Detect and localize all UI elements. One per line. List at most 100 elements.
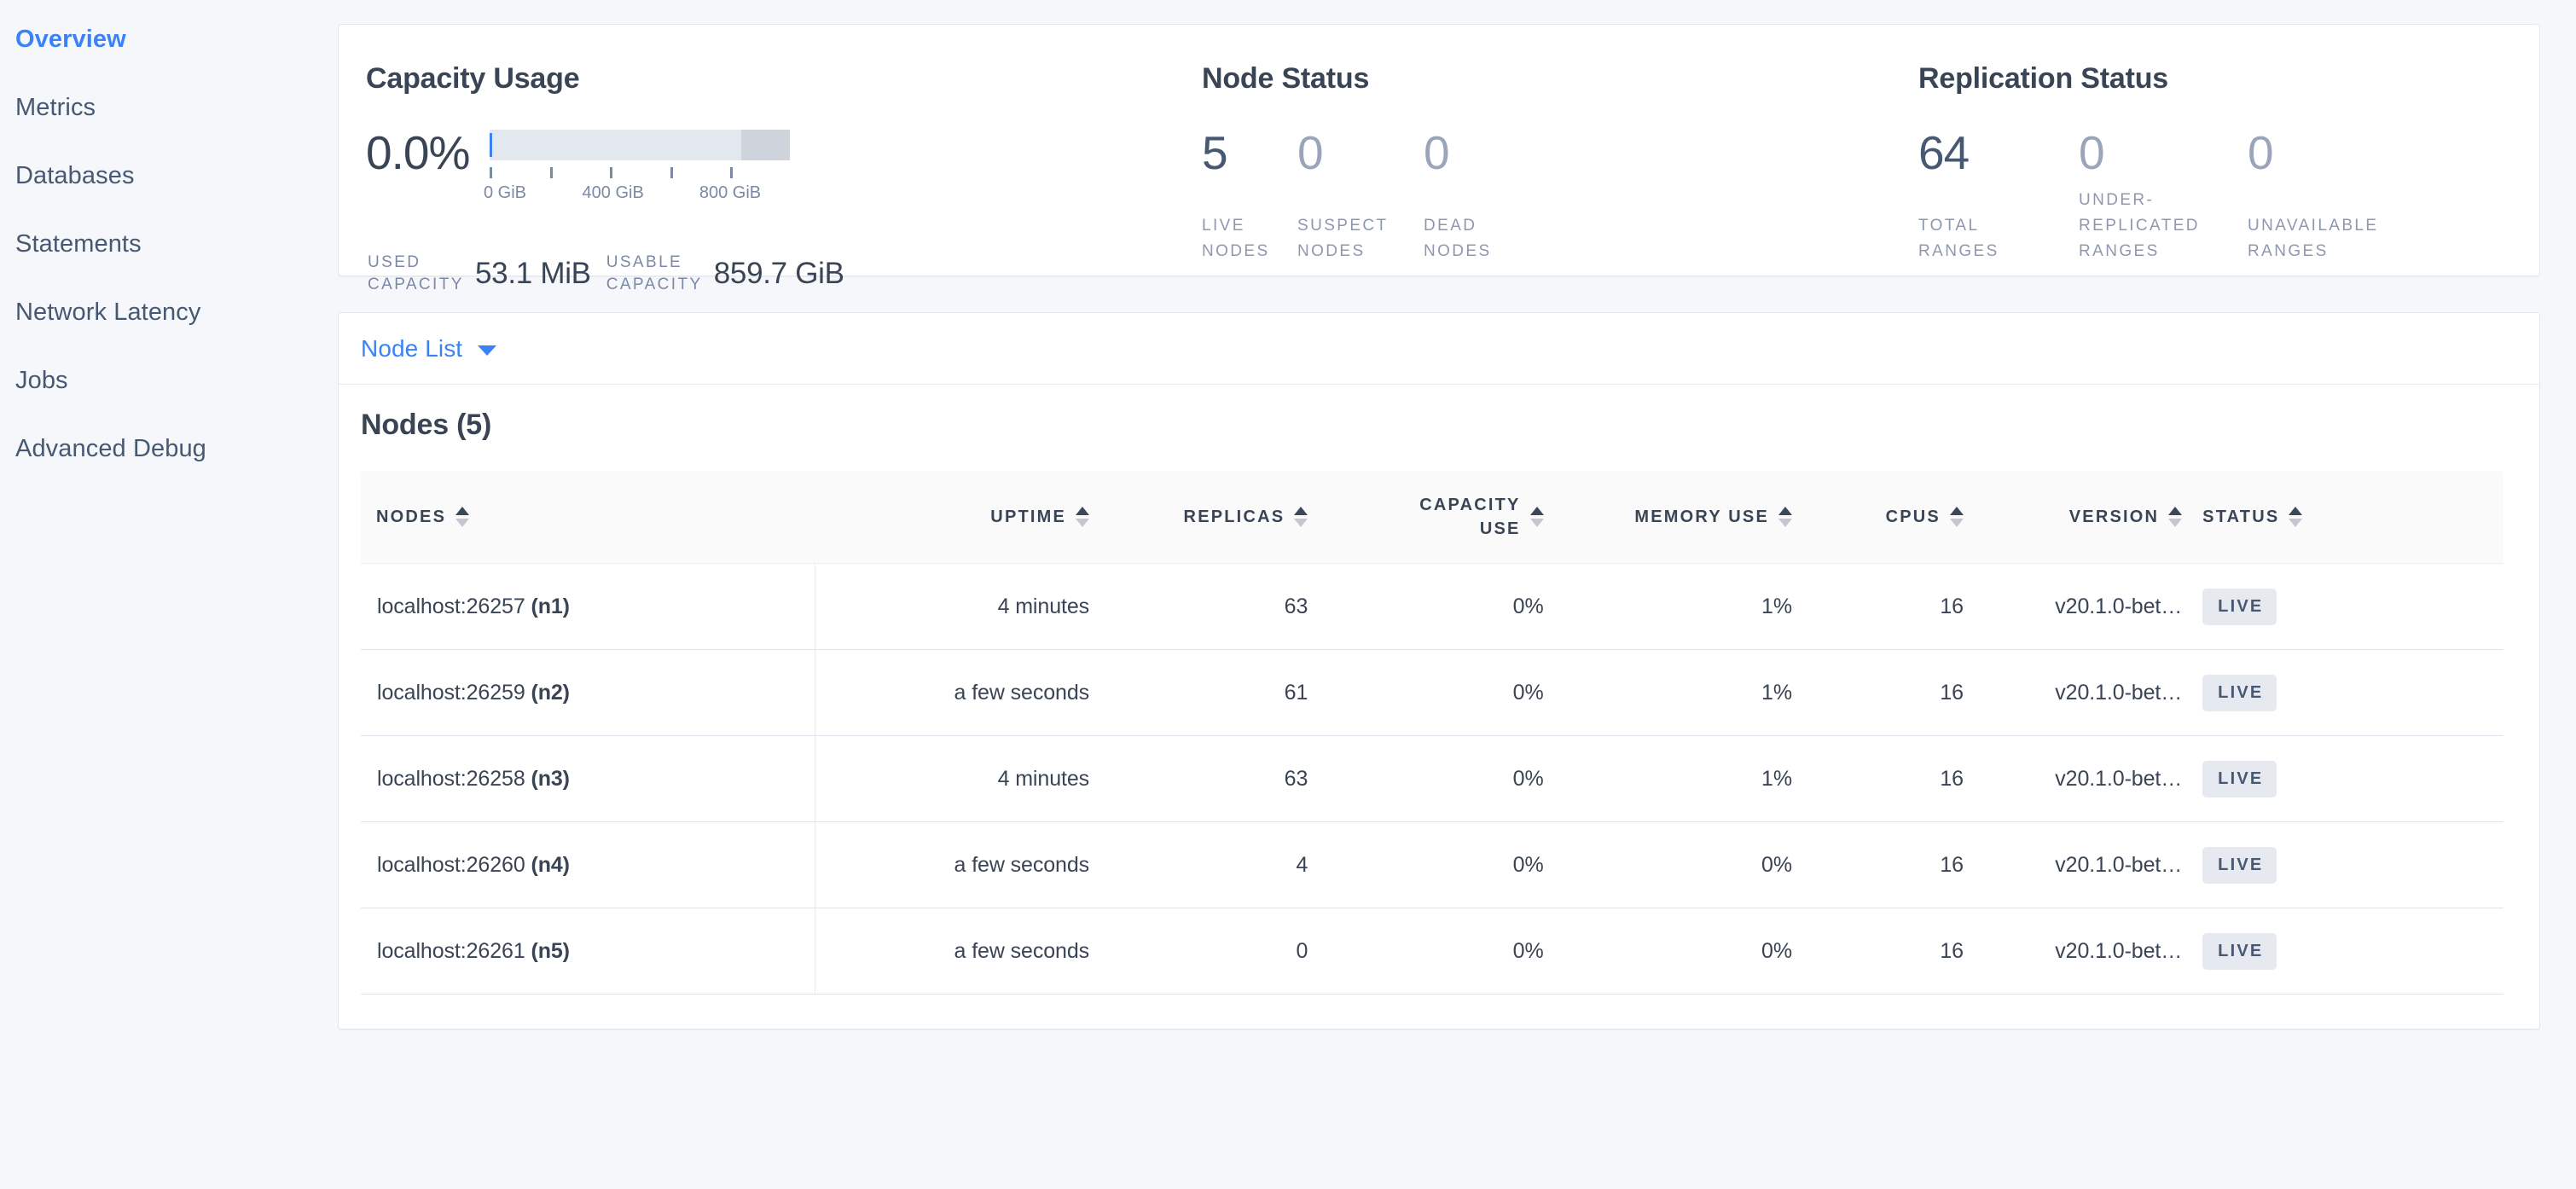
cell-node[interactable]: localhost:26257 (n1) — [361, 563, 816, 650]
cell-capacity-use: 0% — [1308, 821, 1544, 908]
cell-cpus: 16 — [1791, 735, 1964, 822]
capacity-bar-used-marker — [490, 133, 493, 157]
table-row[interactable]: localhost:26259 (n2) a few seconds 61 0%… — [361, 649, 2503, 736]
axis-tick — [549, 167, 553, 178]
chevron-down-icon — [478, 345, 497, 356]
cell-cpus: 16 — [1791, 649, 1964, 736]
node-status-title: Node Status — [1202, 62, 1370, 95]
sidebar-item-label: Advanced Debug — [15, 434, 206, 462]
used-capacity-label-line1: USED — [368, 253, 421, 271]
cell-memory-use: 1% — [1543, 735, 1792, 822]
used-capacity-label: USED CAPACITY — [368, 252, 468, 296]
column-header-status[interactable]: STATUS — [2182, 471, 2503, 564]
table-row[interactable]: localhost:26258 (n3) 4 minutes 63 0% 1% … — [361, 735, 2503, 822]
cell-status: LIVE — [2182, 563, 2503, 650]
sort-icon[interactable] — [455, 507, 470, 527]
node-status-metrics: 5 LIVE NODES 0 SUSPECT NODES — [1202, 126, 1918, 261]
usable-capacity-value: 859.7 GiB — [713, 257, 844, 290]
sidebar-item-label: Jobs — [15, 366, 68, 394]
sidebar-item-overview[interactable]: Overview — [0, 5, 338, 73]
cell-status: LIVE — [2182, 821, 2503, 908]
cell-memory-use: 1% — [1543, 649, 1792, 736]
cell-uptime: a few seconds — [815, 908, 1089, 995]
capacity-axis-ticks — [490, 167, 790, 179]
column-header-memory-use[interactable]: MEMORY USE — [1543, 471, 1792, 564]
cell-capacity-use: 0% — [1308, 735, 1544, 822]
replication-status-panel: Replication Status 64 TOTAL RANGES 0 UND… — [1918, 62, 2539, 261]
unavailable-ranges-metric: 0 UNAVAILABLE RANGES — [2248, 130, 2418, 261]
under-replicated-ranges-label: UNDER- REPLICATED RANGES — [2079, 191, 2200, 260]
capacity-usage-panel: Capacity Usage 0.0% — [339, 62, 1202, 293]
column-header-version[interactable]: VERSION — [1963, 471, 2183, 564]
sidebar-item-jobs[interactable]: Jobs — [0, 346, 338, 415]
sort-icon[interactable] — [1529, 507, 1544, 527]
total-ranges-label: TOTAL RANGES — [1918, 217, 1999, 260]
node-list-body: Nodes (5) NODES — [339, 385, 2539, 1029]
unavailable-ranges-label: UNAVAILABLE RANGES — [2248, 217, 2379, 260]
live-nodes-label: LIVE NODES — [1202, 217, 1270, 260]
column-header-replicas[interactable]: REPLICAS — [1089, 471, 1308, 564]
cluster-summary-card: Capacity Usage 0.0% — [338, 24, 2540, 293]
column-header-nodes[interactable]: NODES — [361, 471, 815, 564]
cell-node[interactable]: localhost:26261 (n5) — [361, 908, 816, 995]
cell-node[interactable]: localhost:26260 (n4) — [361, 821, 816, 908]
column-header-uptime[interactable]: UPTIME — [815, 471, 1090, 564]
cell-memory-use: 0% — [1543, 908, 1792, 995]
table-row[interactable]: localhost:26257 (n1) 4 minutes 63 0% 1% … — [361, 563, 2503, 650]
cell-version: v20.1.0-bet… — [1963, 563, 2182, 650]
sort-icon[interactable] — [1076, 507, 1090, 527]
sidebar-item-advanced-debug[interactable]: Advanced Debug — [0, 415, 338, 483]
cell-capacity-use: 0% — [1308, 563, 1544, 650]
replication-status-title: Replication Status — [1918, 62, 2169, 95]
cell-replicas: 63 — [1089, 563, 1308, 650]
dead-nodes-value: 0 — [1424, 126, 1450, 179]
cell-version: v20.1.0-bet… — [1963, 908, 2182, 995]
nodes-table: NODES UPTIME — [361, 471, 2503, 995]
axis-tick — [729, 167, 733, 178]
capacity-bar-track — [490, 130, 791, 160]
replication-status-metrics: 64 TOTAL RANGES 0 UNDER- REPLICATED RANG… — [1918, 130, 2539, 261]
cell-version: v20.1.0-bet… — [1963, 649, 2182, 736]
node-list-card: Node List Nodes (5) NODES — [338, 312, 2540, 1030]
status-badge: LIVE — [2202, 846, 2277, 884]
sort-icon[interactable] — [1949, 507, 1964, 527]
sidebar-item-label: Network Latency — [15, 298, 201, 326]
capacity-percent-value: 0.0% — [366, 126, 470, 179]
sort-icon[interactable] — [2289, 507, 2303, 527]
sidebar-item-statements[interactable]: Statements — [0, 210, 338, 278]
suspect-nodes-value: 0 — [1297, 126, 1324, 179]
axis-tick-label: 0 GiB — [483, 183, 526, 202]
under-replicated-ranges-metric: 0 UNDER- REPLICATED RANGES — [2079, 130, 2248, 261]
sort-icon[interactable] — [1778, 507, 1792, 527]
table-row[interactable]: localhost:26261 (n5) a few seconds 0 0% … — [361, 908, 2503, 995]
cell-version: v20.1.0-bet… — [1963, 821, 2182, 908]
used-capacity-label-line2: CAPACITY — [368, 276, 464, 293]
status-badge: LIVE — [2202, 588, 2277, 625]
sort-icon[interactable] — [1294, 507, 1308, 527]
sort-icon[interactable] — [2168, 507, 2183, 527]
cell-uptime: a few seconds — [815, 649, 1089, 736]
usable-capacity-label-line2: CAPACITY — [606, 276, 703, 293]
sidebar-item-label: Statements — [15, 229, 142, 258]
axis-tick-label: 400 GiB — [582, 183, 644, 202]
usable-capacity-label-line1: USABLE — [606, 253, 683, 271]
axis-tick — [670, 167, 673, 178]
cell-status: LIVE — [2182, 908, 2503, 995]
cell-uptime: a few seconds — [815, 821, 1089, 908]
sidebar-item-metrics[interactable]: Metrics — [0, 73, 338, 142]
suspect-nodes-metric: 0 SUSPECT NODES — [1297, 126, 1424, 261]
used-capacity-stat: USED CAPACITY 53.1 MiB — [368, 252, 591, 296]
cell-replicas: 61 — [1089, 649, 1308, 736]
node-list-dropdown[interactable]: Node List — [361, 335, 497, 362]
sidebar-item-network-latency[interactable]: Network Latency — [0, 278, 338, 346]
cell-node[interactable]: localhost:26259 (n2) — [361, 649, 816, 736]
axis-tick — [610, 167, 613, 178]
cell-replicas: 63 — [1089, 735, 1308, 822]
column-header-capacity-use[interactable]: CAPACITY USE — [1308, 471, 1544, 564]
column-header-cpus[interactable]: CPUS — [1791, 471, 1964, 564]
sidebar-item-databases[interactable]: Databases — [0, 142, 338, 210]
sidebar-item-label: Metrics — [15, 93, 96, 121]
cell-node[interactable]: localhost:26258 (n3) — [361, 735, 816, 822]
table-row[interactable]: localhost:26260 (n4) a few seconds 4 0% … — [361, 821, 2503, 908]
